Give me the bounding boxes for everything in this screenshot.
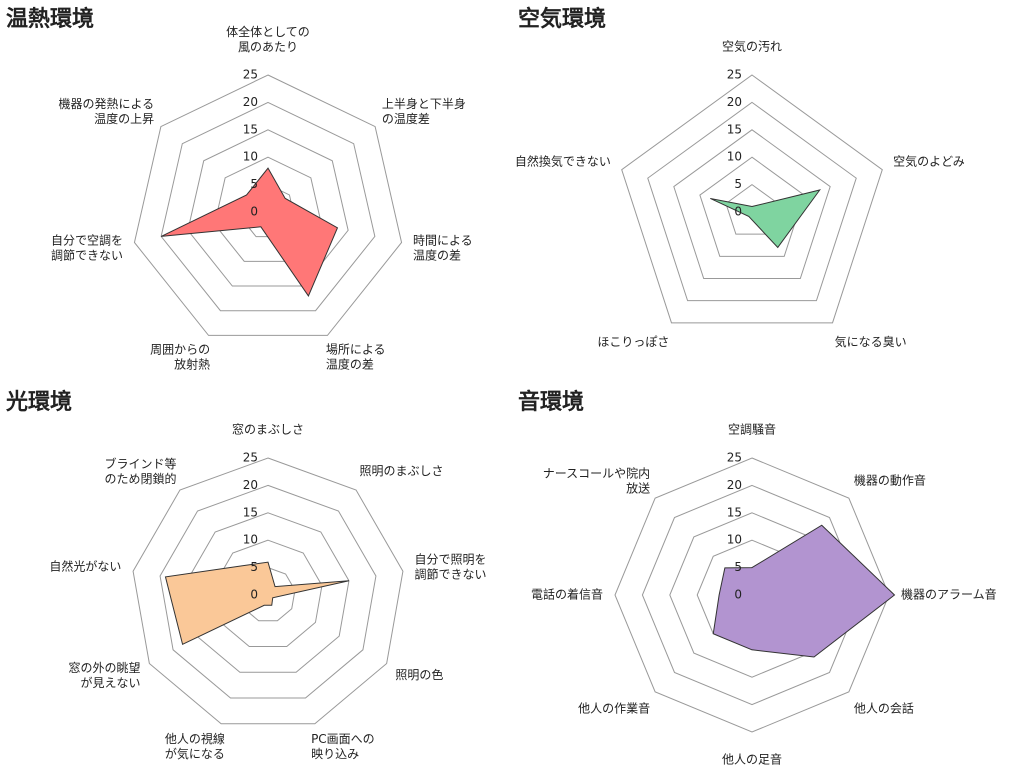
r-tick-label: 20	[243, 95, 258, 109]
grid-ring	[160, 101, 376, 312]
r-tick-label: 10	[243, 150, 258, 164]
axis-label: 周囲からの放射熱	[150, 342, 210, 371]
r-tick-label: 20	[727, 478, 742, 492]
axis-label: 上半身と下半身の温度差	[382, 96, 466, 126]
axis-label: 自分で照明を調節できない	[415, 552, 487, 581]
axis-label: 窓の外の眺望が見えない	[69, 660, 141, 690]
axis-label: 機器の動作音	[854, 473, 926, 488]
r-tick-label: 10	[243, 533, 258, 547]
r-tick-label: 15	[727, 122, 742, 136]
axis-label: 時間による温度の差	[413, 233, 473, 262]
grid-ring	[673, 129, 831, 280]
axis-label: 他人の足音	[722, 752, 782, 765]
data-area	[710, 189, 821, 249]
axis-label: 照明の色	[395, 668, 443, 682]
axis-label: ほこりっぽさ	[597, 335, 669, 349]
r-tick-label: 0	[250, 588, 258, 602]
r-tick-label: 0	[250, 205, 258, 219]
chart-title: 光環境	[5, 389, 72, 415]
chart-title: 空気環境	[518, 6, 606, 32]
axis-label: 空気の汚れ	[722, 39, 782, 54]
r-tick-label: 15	[243, 505, 258, 519]
r-tick-label: 25	[727, 68, 742, 82]
axis-label: 他人の視線が気になる	[165, 730, 225, 760]
r-tick-label: 25	[243, 451, 258, 465]
grid-ring	[614, 457, 890, 733]
r-tick-label: 5	[250, 560, 258, 574]
grid-ring	[186, 512, 350, 673]
data-area	[712, 524, 896, 658]
axis-label: 照明のまぶしさ	[359, 464, 443, 478]
axis-label: ブラインド等のため閉鎖的	[104, 456, 176, 486]
axis-label: 機器の発熱による温度の上昇	[58, 96, 154, 126]
axis-label: 自然光がない	[49, 559, 121, 574]
grid-ring	[133, 74, 403, 336]
axis-label: 電話の着信音	[531, 587, 603, 602]
axis-label: 機器のアラーム音	[901, 587, 997, 602]
axis-label: ナースコールや院内放送	[543, 466, 650, 495]
grid-ring	[159, 484, 377, 699]
r-tick-label: 25	[243, 68, 258, 82]
axis-label: 体全体としての風のあたり	[226, 24, 310, 54]
data-area	[164, 561, 350, 646]
grid-ring	[621, 74, 883, 324]
grid-ring	[725, 183, 779, 235]
axis-label: 窓のまぶしさ	[232, 422, 304, 437]
axis-label: 空気のよどみ	[893, 154, 965, 169]
axis-label: 自然換気できない	[515, 154, 611, 169]
r-tick-label: 5	[734, 177, 742, 191]
axis-label: 気になる臭い	[835, 334, 907, 349]
axis-label: 他人の会話	[854, 700, 914, 715]
r-tick-label: 20	[727, 95, 742, 109]
axis-label: 空調騒音	[728, 422, 776, 437]
chart-title: 温熱環境	[6, 6, 94, 32]
grid-ring	[132, 457, 404, 725]
chart-title: 音環境	[518, 389, 584, 415]
r-tick-label: 5	[250, 177, 258, 191]
r-tick-label: 0	[734, 588, 742, 602]
grid-ring	[699, 156, 805, 257]
r-tick-label: 20	[243, 478, 258, 492]
data-area	[160, 167, 339, 297]
r-tick-label: 25	[727, 451, 742, 465]
r-tick-label: 5	[734, 560, 742, 574]
grid-ring	[214, 156, 322, 262]
grid-ring	[187, 129, 349, 287]
axis-label: 場所による温度の差	[326, 342, 386, 371]
r-tick-label: 15	[243, 122, 258, 136]
grid-ring	[647, 101, 857, 302]
r-tick-label: 10	[727, 533, 742, 547]
r-tick-label: 15	[727, 505, 742, 519]
r-tick-label: 0	[734, 205, 742, 219]
r-tick-label: 10	[727, 150, 742, 164]
axis-label: 自分で空調を調節できない	[51, 233, 123, 262]
axis-label: 他人の作業音	[578, 700, 650, 715]
axis-label: PC画面への映り込み	[311, 731, 375, 760]
